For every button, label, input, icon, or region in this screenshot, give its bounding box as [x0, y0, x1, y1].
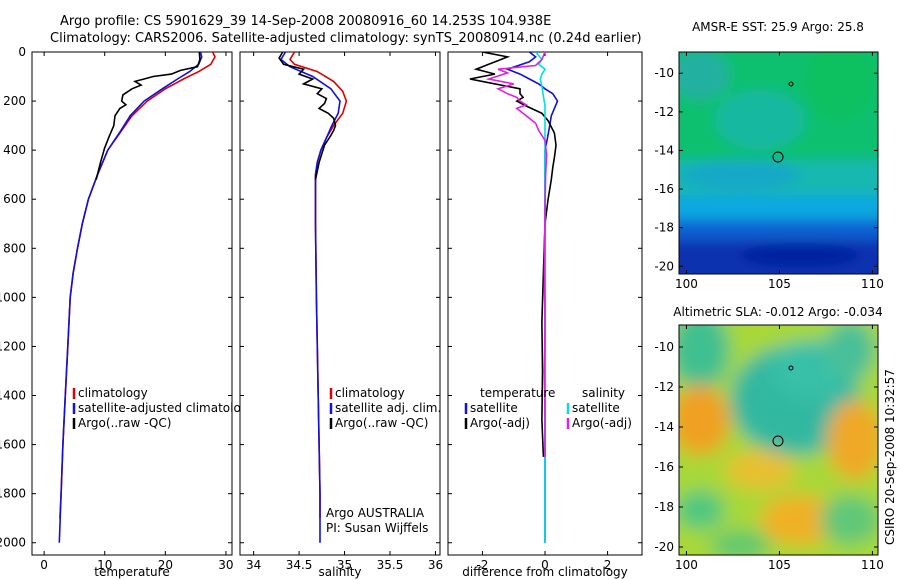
- x-tick-label: 35: [337, 558, 352, 572]
- map-y-tick-label: -18: [654, 221, 674, 235]
- x-tick-label: 2: [604, 558, 612, 572]
- y-tick-label: 1200: [0, 339, 26, 353]
- x-tick-label: 0: [40, 558, 48, 572]
- map-x-tick-label: 110: [861, 558, 884, 572]
- x-tick-label: 10: [97, 558, 112, 572]
- legend-label: satellite: [572, 401, 620, 415]
- map-y-tick-label: -16: [654, 460, 674, 474]
- legend-label: satellite: [470, 401, 518, 415]
- y-tick-label: 600: [3, 192, 26, 206]
- sla-map: Altimetric SLA: -0.012 Argo: -0.034 100 1…: [654, 305, 884, 572]
- x-tick-label: -2: [476, 558, 488, 572]
- y-tick-label: 2000: [0, 536, 26, 550]
- legend-label: Argo(..raw -QC): [335, 416, 428, 430]
- annotation-text: Argo AUSTRALIA: [326, 506, 425, 520]
- map-x-tick-label: 105: [768, 558, 791, 572]
- series-line-1: [505, 52, 559, 543]
- map-y-tick-label: -10: [654, 340, 674, 354]
- series-line-2: [279, 52, 341, 543]
- plot-frame: [31, 51, 233, 556]
- y-tick-label: 1000: [0, 290, 26, 304]
- x-tick-label: 34.5: [286, 558, 313, 572]
- sla-argo-position-marker: [772, 435, 784, 447]
- legend-label: Argo(-adj): [572, 416, 632, 430]
- figure-title-line1: Argo profile: CS 5901629_39 14-Sep-2008 …: [60, 14, 551, 29]
- x-tick-label: 0: [541, 558, 549, 572]
- y-tick-label: 400: [3, 143, 26, 157]
- x-tick-label: 35.5: [377, 558, 404, 572]
- map-y-tick-label: -10: [654, 66, 674, 80]
- x-axis-label: difference from climatology: [462, 565, 628, 579]
- y-tick-label: 1400: [0, 389, 26, 403]
- map-y-tick-label: -12: [654, 105, 674, 119]
- y-tick-label: 0: [18, 45, 26, 59]
- profile-panel-1: 0 10 20 30 temperature 0 200 400 600 800 1000 1200 1…: [0, 45, 256, 579]
- series-line-3: [278, 52, 337, 180]
- legend-label: salinity: [582, 386, 625, 400]
- sla-map-title: Altimetric SLA: -0.012 Argo: -0.034: [673, 305, 882, 319]
- legend-label: climatology: [335, 386, 405, 400]
- map-y-tick-label: -14: [654, 420, 674, 434]
- map-x-tick-label: 110: [861, 277, 884, 291]
- legend-label: Argo(..raw -QC): [78, 416, 171, 430]
- annotation-text: PI: Susan Wijffels: [326, 521, 428, 535]
- x-axis-label: salinity: [318, 565, 361, 579]
- x-tick-label: 34: [246, 558, 261, 572]
- sst-map: AMSR-E SST: 25.9 Argo: 25.8 100 105 110 -10…: [654, 20, 884, 291]
- y-tick-label: 200: [3, 94, 26, 108]
- map-y-tick-label: -12: [654, 380, 674, 394]
- y-tick-label: 800: [3, 241, 26, 255]
- map-x-tick-label: 100: [675, 277, 698, 291]
- figure-title-line2: Climatology: CARS2006. Satellite-adjuste…: [50, 31, 642, 46]
- x-tick-label: 20: [158, 558, 173, 572]
- sst-argo-position-marker: [772, 151, 784, 163]
- map-y-tick-label: -14: [654, 143, 674, 157]
- legend-label: satellite adj. clim.: [335, 401, 441, 415]
- series-line-4: [485, 52, 548, 457]
- x-axis-label: temperature: [94, 565, 169, 579]
- legend-label: climatology: [78, 386, 148, 400]
- y-tick-label: 1600: [0, 438, 26, 452]
- legend-label: Argo(-adj): [470, 416, 530, 430]
- x-tick-label: 36: [428, 558, 443, 572]
- map-x-tick-label: 100: [675, 558, 698, 572]
- profile-panel-2: 34 34.5 35 35.5 36 salinity climatologysatelli…: [239, 51, 443, 579]
- map-y-tick-label: -16: [654, 182, 674, 196]
- map-y-tick-label: -18: [654, 500, 674, 514]
- map-x-tick-label: 105: [768, 277, 791, 291]
- map-y-tick-label: -20: [654, 259, 674, 273]
- x-tick-label: 30: [218, 558, 233, 572]
- sst-map-title: AMSR-E SST: 25.9 Argo: 25.8: [692, 20, 864, 34]
- legend-label: satellite-adjusted climatology: [78, 401, 256, 415]
- side-caption: CSIRO 20-Sep-2008 10:32:57: [883, 369, 897, 545]
- y-tick-label: 1800: [0, 487, 26, 501]
- plot-frame: [239, 51, 441, 556]
- legend-label: temperature: [480, 386, 555, 400]
- map-y-tick-label: -20: [654, 540, 674, 554]
- series-line-3: [95, 52, 201, 180]
